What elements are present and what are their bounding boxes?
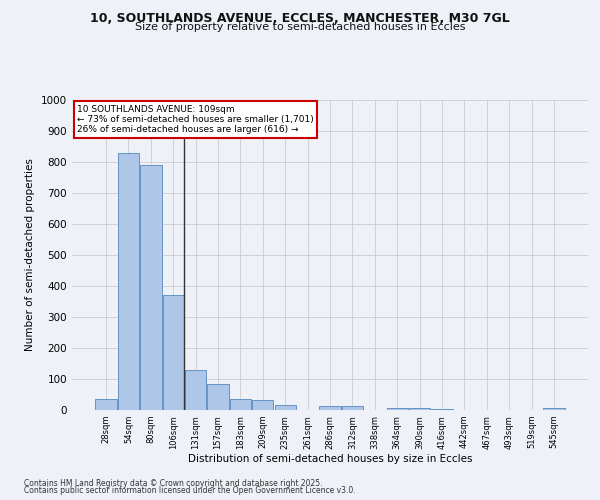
Text: Contains public sector information licensed under the Open Government Licence v3: Contains public sector information licen… xyxy=(24,486,356,495)
X-axis label: Distribution of semi-detached houses by size in Eccles: Distribution of semi-detached houses by … xyxy=(188,454,472,464)
Bar xyxy=(543,408,565,410)
Bar xyxy=(185,370,206,410)
Bar xyxy=(118,152,139,410)
Text: 10, SOUTHLANDS AVENUE, ECCLES, MANCHESTER, M30 7GL: 10, SOUTHLANDS AVENUE, ECCLES, MANCHESTE… xyxy=(90,12,510,26)
Bar xyxy=(431,409,452,410)
Bar xyxy=(319,406,341,410)
Bar xyxy=(342,406,363,410)
Text: Size of property relative to semi-detached houses in Eccles: Size of property relative to semi-detach… xyxy=(135,22,465,32)
Bar xyxy=(275,406,296,410)
Bar xyxy=(409,408,430,410)
Bar xyxy=(208,384,229,410)
Bar xyxy=(230,398,251,410)
Bar xyxy=(95,399,117,410)
Text: 10 SOUTHLANDS AVENUE: 109sqm
← 73% of semi-detached houses are smaller (1,701)
2: 10 SOUTHLANDS AVENUE: 109sqm ← 73% of se… xyxy=(77,104,314,134)
Bar xyxy=(163,296,184,410)
Text: Contains HM Land Registry data © Crown copyright and database right 2025.: Contains HM Land Registry data © Crown c… xyxy=(24,478,323,488)
Bar xyxy=(386,408,408,410)
Bar xyxy=(140,165,161,410)
Y-axis label: Number of semi-detached properties: Number of semi-detached properties xyxy=(25,158,35,352)
Bar xyxy=(252,400,274,410)
